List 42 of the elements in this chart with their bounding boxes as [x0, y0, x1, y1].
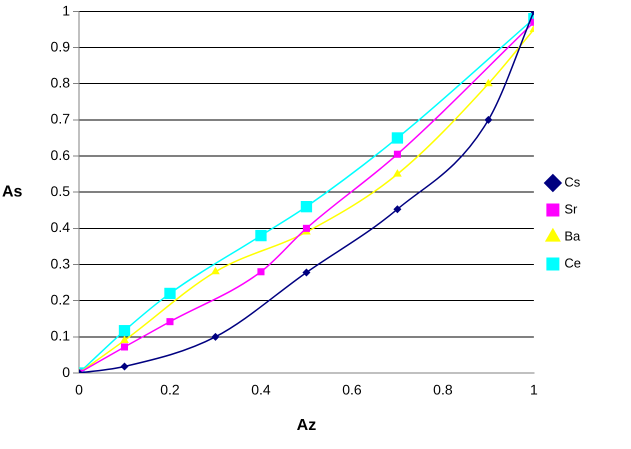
point [393, 169, 402, 177]
x-tick-label: 0.8 [433, 381, 453, 398]
point [484, 78, 493, 86]
point [302, 224, 310, 232]
point [392, 132, 404, 144]
point [166, 318, 174, 326]
x-axis-title: Az [296, 416, 316, 434]
point [211, 332, 220, 341]
legend-label: Ba [564, 228, 582, 244]
x-tick-label: 0.4 [251, 381, 271, 398]
legend-label: Sr [564, 202, 578, 217]
y-tick-label: 1 [62, 2, 70, 18]
x-tick-label: 0.6 [342, 381, 362, 398]
y-tick-label: 0.3 [50, 255, 70, 272]
y-tick-label: 0.6 [50, 146, 70, 163]
y-tick-label: 0.9 [50, 38, 70, 54]
point [484, 116, 492, 124]
point [120, 335, 129, 343]
point [393, 205, 402, 214]
point [120, 362, 128, 370]
y-tick-label: 0.4 [50, 219, 70, 236]
point [118, 325, 130, 336]
legend-label: Ce [564, 256, 582, 271]
point [394, 150, 401, 158]
point [300, 201, 312, 212]
point [164, 288, 176, 300]
point [211, 266, 220, 274]
legend-label: Cs [564, 174, 581, 190]
y-tick-label: 0.5 [50, 183, 70, 200]
x-tick-label: 0.2 [160, 381, 180, 398]
y-tick-label: 0.8 [50, 74, 70, 91]
point [257, 268, 264, 276]
y-axis-title: As [2, 184, 23, 201]
y-tick-label: 0 [62, 364, 70, 380]
y-tick-label: 0.7 [50, 110, 70, 127]
x-tick-label: 1 [530, 381, 538, 398]
point [302, 268, 310, 276]
point [120, 343, 128, 350]
x-tick-label: 0 [75, 381, 84, 398]
y-tick-label: 0.1 [50, 328, 70, 344]
y-tick-label: 0.2 [50, 292, 70, 308]
point [255, 230, 267, 242]
